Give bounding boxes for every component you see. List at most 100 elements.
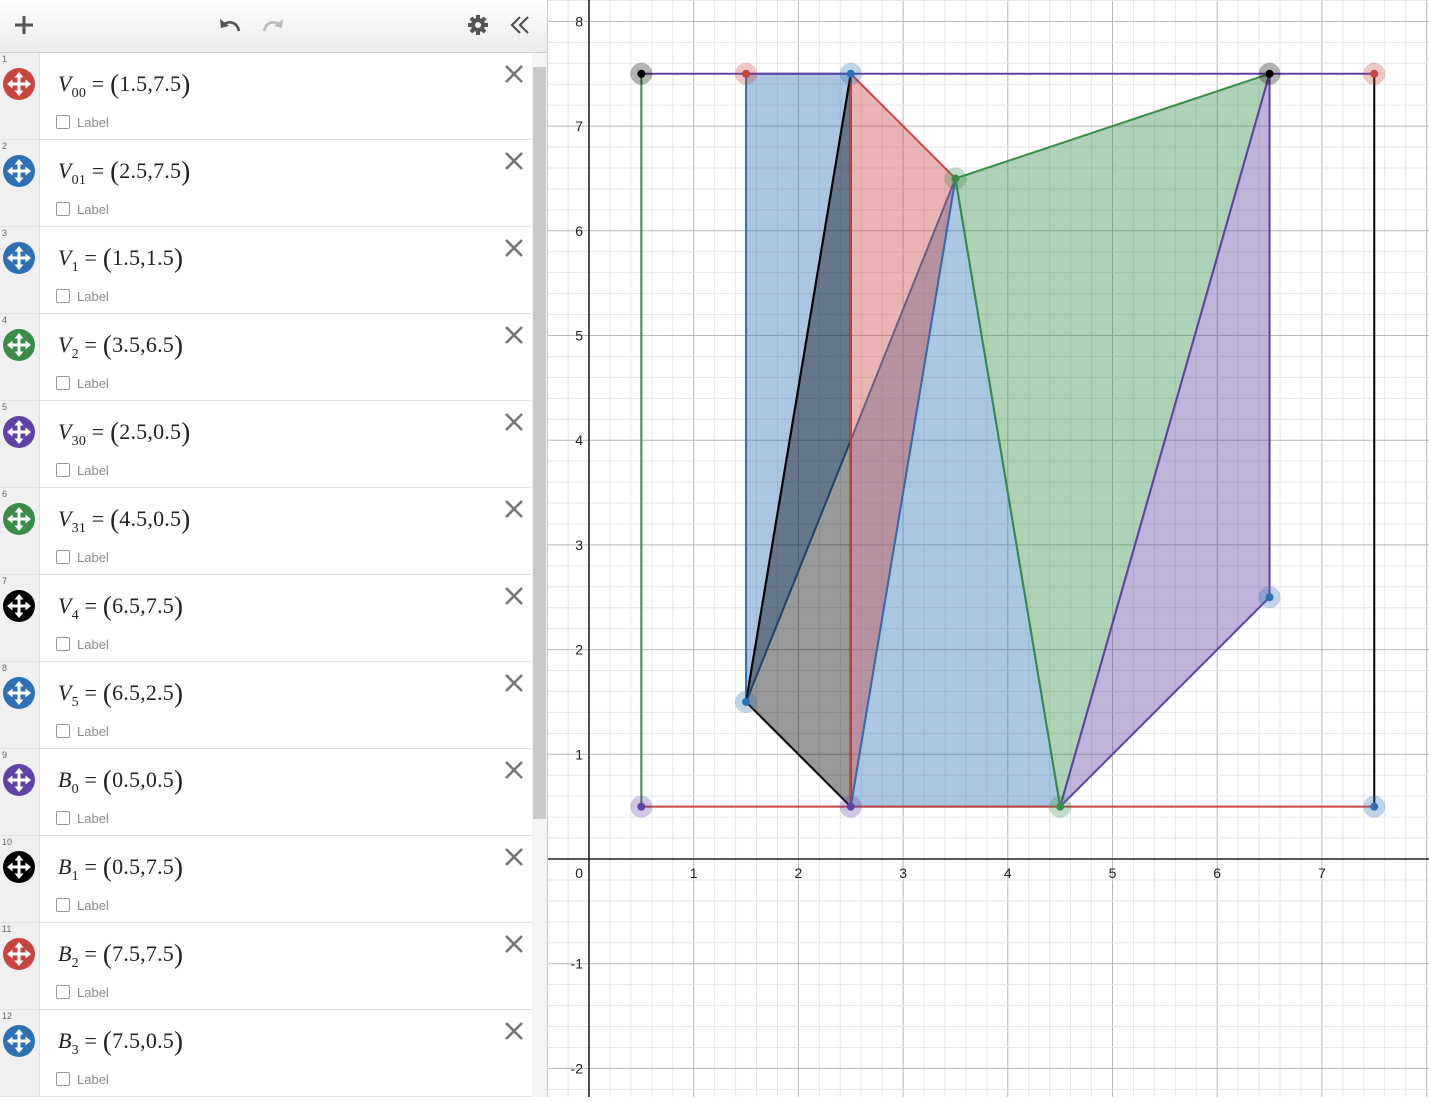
point-x: 7.5	[112, 1028, 141, 1053]
point-x: 6.5	[112, 680, 141, 705]
label-toggle[interactable]: Label	[56, 810, 109, 826]
label-toggle[interactable]: Label	[56, 201, 109, 217]
move-point-icon[interactable]	[3, 503, 35, 535]
expression-row[interactable]: 7 V4 = (6.5,7.5) Label	[0, 575, 532, 662]
point-name: V	[58, 158, 72, 183]
close-icon[interactable]	[502, 410, 526, 434]
label-checkbox[interactable]	[56, 115, 70, 129]
label-checkbox[interactable]	[56, 376, 70, 390]
label-toggle[interactable]: Label	[56, 636, 109, 652]
expression-row[interactable]: 10 B1 = (0.5,7.5) Label	[0, 836, 532, 923]
point-name: B	[58, 1028, 72, 1053]
label-checkbox[interactable]	[56, 811, 70, 825]
expression-row[interactable]: 2 V01 = (2.5,7.5) Label	[0, 140, 532, 227]
expression-math[interactable]: V4 = (6.5,7.5)	[58, 591, 184, 623]
graph-paper[interactable]: 0 1 2 3 4 5 6 7 8 7 6 5 4 3 2 1 -1 -2	[548, 0, 1429, 1097]
close-icon[interactable]	[502, 758, 526, 782]
label-toggle[interactable]: Label	[56, 549, 109, 565]
point-name: B	[58, 941, 72, 966]
label-checkbox[interactable]	[56, 985, 70, 999]
close-icon[interactable]	[502, 671, 526, 695]
segment-black-diagonal	[745, 73, 852, 703]
point-subscript: 1	[71, 869, 79, 884]
point-x: 4.5	[119, 506, 148, 531]
label-checkbox[interactable]	[56, 289, 70, 303]
close-icon[interactable]	[502, 149, 526, 173]
point-subscript: 00	[71, 86, 87, 101]
point-x: 0.5	[112, 854, 141, 879]
move-point-icon[interactable]	[3, 851, 35, 883]
undo-icon[interactable]	[213, 8, 247, 42]
expression-row[interactable]: 12 B3 = (7.5,0.5) Label	[0, 1010, 532, 1097]
label-toggle[interactable]: Label	[56, 375, 109, 391]
scrollbar[interactable]	[532, 53, 547, 1097]
label-text: Label	[77, 810, 109, 826]
expression-row[interactable]: 11 B2 = (7.5,7.5) Label	[0, 923, 532, 1010]
expression-math[interactable]: B3 = (7.5,0.5)	[58, 1026, 184, 1058]
label-toggle[interactable]: Label	[56, 723, 109, 739]
gear-icon[interactable]	[461, 8, 495, 42]
move-point-icon[interactable]	[3, 416, 35, 448]
point-marker	[1370, 69, 1379, 78]
plus-icon[interactable]	[7, 8, 41, 42]
move-point-icon[interactable]	[3, 242, 35, 274]
point-marker	[637, 69, 646, 78]
expression-math[interactable]: V31 = (4.5,0.5)	[58, 504, 191, 536]
label-checkbox[interactable]	[56, 550, 70, 564]
label-checkbox[interactable]	[56, 202, 70, 216]
label-text: Label	[77, 114, 109, 130]
scrollbar-thumb[interactable]	[533, 67, 546, 819]
redo-icon[interactable]	[256, 8, 290, 42]
expression-math[interactable]: V5 = (6.5,2.5)	[58, 678, 184, 710]
label-checkbox[interactable]	[56, 637, 70, 651]
move-point-icon[interactable]	[3, 329, 35, 361]
expression-math[interactable]: V1 = (1.5,1.5)	[58, 243, 184, 275]
expression-row[interactable]: 3 V1 = (1.5,1.5) Label	[0, 227, 532, 314]
expression-math[interactable]: B2 = (7.5,7.5)	[58, 939, 184, 971]
close-icon[interactable]	[502, 497, 526, 521]
label-toggle[interactable]: Label	[56, 462, 109, 478]
expression-math[interactable]: V00 = (1.5,7.5)	[58, 69, 191, 101]
label-toggle[interactable]: Label	[56, 897, 109, 913]
point-name: V	[58, 593, 72, 618]
move-point-icon[interactable]	[3, 1025, 35, 1057]
close-icon[interactable]	[502, 932, 526, 956]
label-checkbox[interactable]	[56, 898, 70, 912]
double-chevron-left-icon[interactable]	[503, 8, 537, 42]
move-point-icon[interactable]	[3, 677, 35, 709]
close-icon[interactable]	[502, 584, 526, 608]
label-checkbox[interactable]	[56, 724, 70, 738]
move-point-icon[interactable]	[3, 68, 35, 100]
label-toggle[interactable]: Label	[56, 288, 109, 304]
label-checkbox[interactable]	[56, 1072, 70, 1086]
expression-math[interactable]: V01 = (2.5,7.5)	[58, 156, 191, 188]
label-toggle[interactable]: Label	[56, 1071, 109, 1087]
label-checkbox[interactable]	[56, 463, 70, 477]
move-point-icon[interactable]	[3, 938, 35, 970]
expression-index: 5	[2, 402, 8, 412]
close-icon[interactable]	[502, 845, 526, 869]
expression-math[interactable]: V30 = (2.5,0.5)	[58, 417, 191, 449]
expression-math[interactable]: B0 = (0.5,0.5)	[58, 765, 184, 797]
close-icon[interactable]	[502, 1019, 526, 1043]
expression-row[interactable]: 8 V5 = (6.5,2.5) Label	[0, 662, 532, 749]
expression-row[interactable]: 5 V30 = (2.5,0.5) Label	[0, 401, 532, 488]
move-point-icon[interactable]	[3, 764, 35, 796]
expression-math[interactable]: B1 = (0.5,7.5)	[58, 852, 184, 884]
point-name: V	[58, 332, 72, 357]
label-text: Label	[77, 462, 109, 478]
expression-row[interactable]: 4 V2 = (3.5,6.5) Label	[0, 314, 532, 401]
label-toggle[interactable]: Label	[56, 114, 109, 130]
expression-row[interactable]: 9 B0 = (0.5,0.5) Label	[0, 749, 532, 836]
close-icon[interactable]	[502, 323, 526, 347]
move-point-icon[interactable]	[3, 155, 35, 187]
expression-row[interactable]: 1 V00 = (1.5,7.5) Label	[0, 53, 532, 140]
move-point-icon[interactable]	[3, 590, 35, 622]
close-icon[interactable]	[502, 62, 526, 86]
expression-math[interactable]: V2 = (3.5,6.5)	[58, 330, 184, 362]
label-toggle[interactable]: Label	[56, 984, 109, 1000]
expression-row[interactable]: 6 V31 = (4.5,0.5) Label	[0, 488, 532, 575]
graph-svg[interactable]: 0 1 2 3 4 5 6 7 8 7 6 5 4 3 2 1 -1 -2	[548, 0, 1429, 1097]
close-icon[interactable]	[502, 236, 526, 260]
label-text: Label	[77, 636, 109, 652]
